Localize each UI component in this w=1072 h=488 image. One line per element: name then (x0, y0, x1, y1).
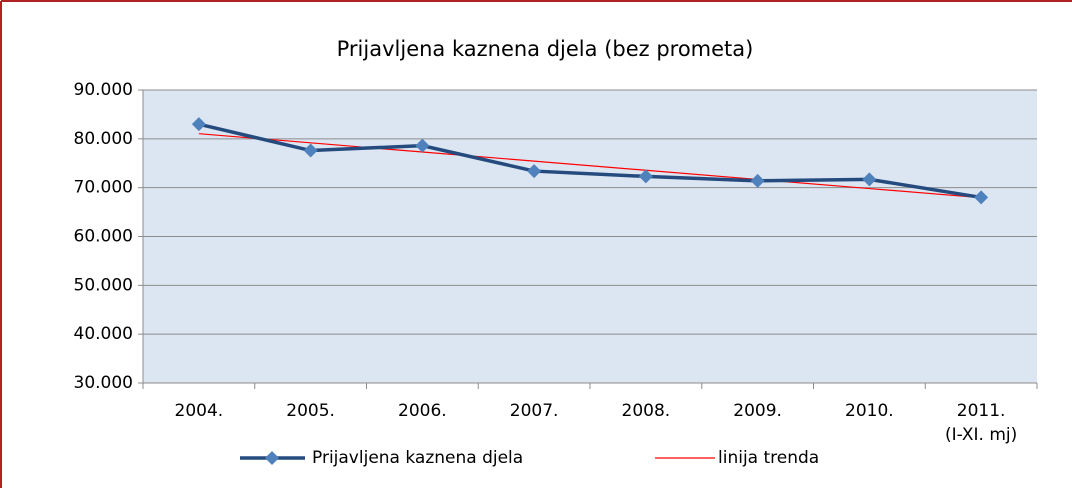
marker (527, 164, 542, 179)
legend-label: Prijavljena kaznena djela (312, 448, 523, 468)
y-tick-label: 90.000 (74, 80, 133, 100)
y-tick-label: 30.000 (74, 373, 133, 393)
y-tick-label: 40.000 (74, 324, 133, 344)
x-tick-label: 2007. (510, 401, 559, 421)
marker (415, 138, 430, 153)
marker (974, 190, 989, 205)
chart-title: Prijavljena kaznena djela (bez prometa) (337, 37, 754, 61)
legend-marker (265, 451, 279, 465)
y-tick-label: 80.000 (74, 129, 133, 149)
x-tick-label: 2005. (286, 401, 335, 421)
marker (191, 117, 206, 132)
x-tick-label: 2006. (398, 401, 447, 421)
x-tick-label-line: 2011. (957, 401, 1006, 421)
x-tick-label: 2010. (845, 401, 894, 421)
marker (750, 173, 765, 188)
x-tick-label: 2008. (622, 401, 671, 421)
marker (638, 169, 653, 184)
series-line (198, 122, 982, 200)
legend-label: linija trenda (718, 448, 819, 468)
x-tick-label: 2004. (175, 401, 224, 421)
y-tick-label: 60.000 (74, 227, 133, 247)
x-tick-label-line: (I-XI. mj) (945, 425, 1017, 445)
marker (303, 143, 318, 158)
marker (862, 172, 877, 187)
y-tick-label: 70.000 (74, 178, 133, 198)
trend-line (198, 133, 982, 199)
x-tick-label: 2009. (733, 401, 782, 421)
x-tick-label: 2011. (I-XI. mj) (945, 401, 1017, 445)
y-tick-label: 50.000 (74, 275, 133, 295)
